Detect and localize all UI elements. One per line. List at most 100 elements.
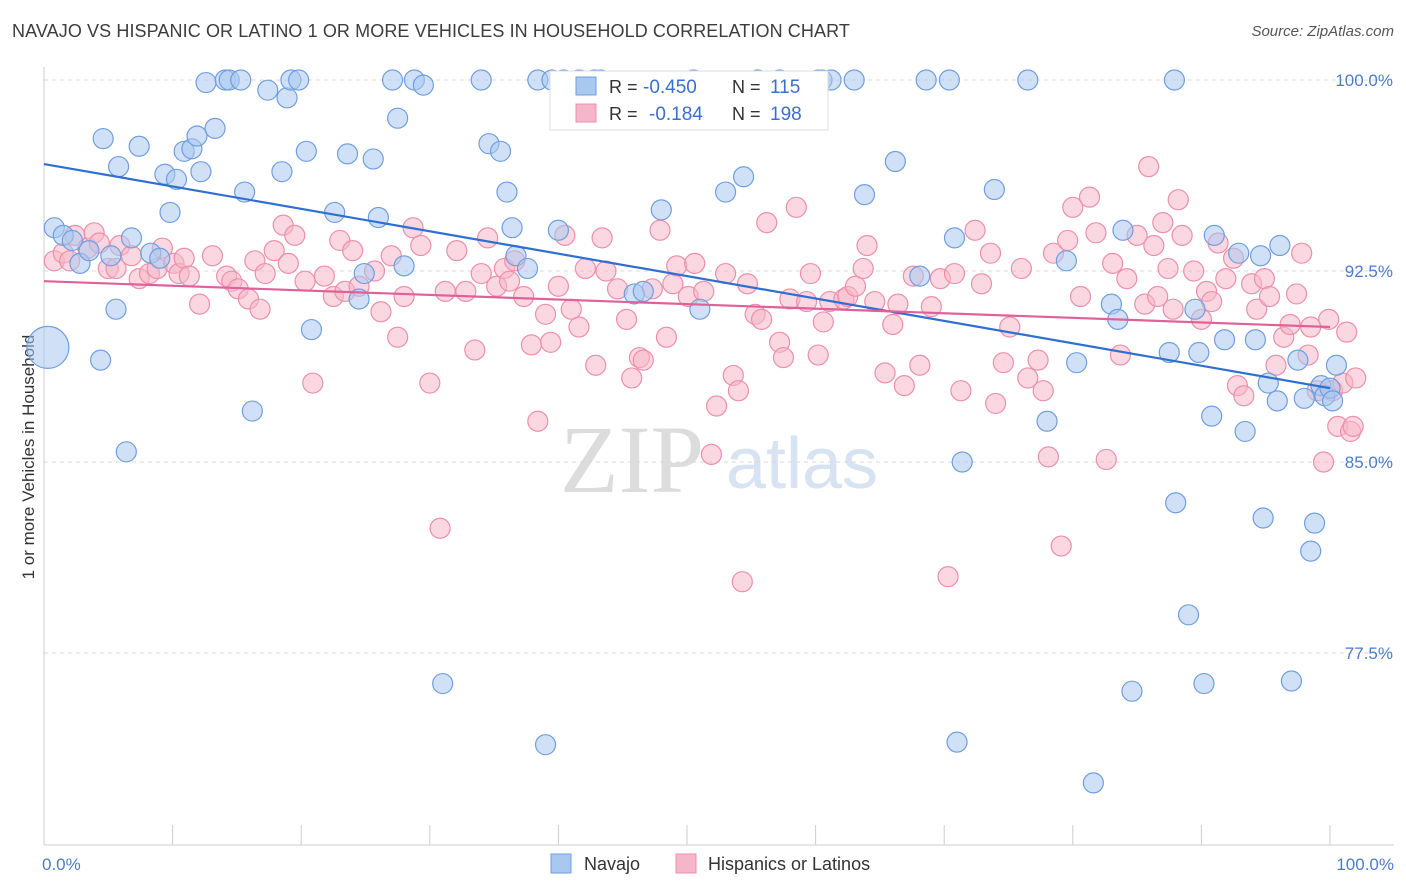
navajo-point [107, 155, 130, 178]
hispanic-point [387, 326, 409, 348]
navajo-point [732, 166, 755, 188]
hispanic-point [1085, 222, 1107, 244]
hispanic-point [498, 270, 521, 292]
navajo-point [92, 127, 114, 150]
navajo-point [853, 184, 876, 206]
hispanic-point [1143, 234, 1165, 257]
hispanic-point [964, 219, 986, 241]
hispanic-point [1291, 242, 1313, 264]
hispanic-point [585, 354, 607, 376]
hispanic-point [393, 285, 415, 308]
correlation-legend: R = -0.450 N = 115 R = -0.184 N = 198 [549, 70, 829, 131]
hispanic-point [1010, 257, 1032, 280]
navajo-point [1252, 507, 1274, 529]
navajo-point [288, 69, 310, 91]
navajo-point [348, 288, 370, 310]
hispanic-point [1215, 268, 1237, 290]
hispanic-point [705, 395, 728, 417]
hispanic-point [294, 270, 316, 292]
navajo-point [909, 265, 931, 287]
hispanic-point [464, 339, 486, 361]
hispanic-point [1057, 229, 1079, 252]
legend-hisp-n-label: N = [732, 104, 761, 124]
navajo-point [516, 257, 539, 280]
navajo-point [650, 199, 672, 221]
navajo-point [714, 181, 737, 203]
hispanic-point [547, 275, 570, 297]
chart-source: Source: ZipAtlas.com [1251, 23, 1394, 40]
navajo-point [1082, 772, 1104, 794]
navajo-point [186, 125, 208, 147]
hispanic-point [736, 273, 759, 295]
navajo-point [1203, 224, 1225, 246]
hispanic-point [937, 565, 959, 588]
hispanic-point [342, 240, 364, 262]
navajo-point [120, 227, 143, 249]
hispanic-point [655, 326, 678, 348]
navajo-point [534, 734, 557, 756]
hispanic-point [856, 234, 878, 257]
hispanic-point [527, 410, 549, 432]
hispanic-point [1116, 268, 1138, 290]
trend-lines [43, 162, 1331, 390]
legend-navajo-r-value: -0.450 [643, 77, 697, 98]
navajo-point [159, 201, 181, 224]
x-tick-label-left: 0.0% [42, 855, 81, 874]
navajo-point [387, 107, 409, 129]
navajo-point [1184, 298, 1206, 320]
navajo-point [381, 69, 404, 91]
hispanic-point [1167, 189, 1189, 211]
navajo-point [1066, 352, 1088, 374]
hispanic-point [887, 293, 909, 315]
navajo-point [501, 217, 523, 239]
chart-title: NAVAJO VS HISPANIC OR LATINO 1 OR MORE V… [12, 21, 850, 41]
hispanic-point [1312, 451, 1335, 473]
hispanic-point [893, 375, 915, 397]
hispanic-point [621, 367, 643, 389]
hispanic-point [1138, 155, 1160, 178]
hispanic-point [615, 308, 638, 330]
hispanic-point [992, 352, 1014, 374]
hispanic-point [178, 265, 200, 287]
navajo-point [1325, 354, 1348, 376]
navajo-point [1213, 329, 1236, 351]
navajo-point [78, 240, 100, 262]
hispanic-point [446, 240, 468, 262]
navajo-point [204, 117, 226, 139]
hispanic-point [263, 240, 285, 262]
hispanic-point [560, 298, 582, 320]
hispanic-point [1246, 298, 1268, 320]
hispanic-point [302, 372, 324, 394]
hispanic-point [1171, 224, 1193, 246]
hispanic-point [313, 265, 335, 287]
navajo-point [1249, 245, 1272, 267]
navajo-point [276, 87, 298, 109]
hispanic-point [632, 349, 654, 371]
hispanic-point [1336, 321, 1358, 343]
navajo-trend-line [43, 162, 1331, 390]
hispanic-point [807, 344, 829, 366]
legend-navajo-n-value: 115 [770, 77, 800, 98]
series-legend: Navajo Hispanics or Latinos [550, 853, 870, 874]
hispanic-point [1183, 260, 1205, 282]
navajo-point [271, 161, 293, 183]
navajo-point [1112, 219, 1134, 241]
navajo-point [951, 451, 973, 473]
axes [43, 67, 1394, 846]
navajo-point [915, 69, 937, 91]
y-tick-label-2: 85.0% [1345, 453, 1393, 472]
watermark-zip: ZIP [560, 406, 704, 513]
gridlines [44, 79, 1394, 654]
hispanic-point [254, 262, 276, 285]
navajo-point [115, 441, 137, 463]
hispanic-point [750, 308, 773, 330]
hispanic-point [1069, 285, 1092, 308]
navajo-point [1300, 540, 1322, 562]
navajo-point [295, 140, 317, 162]
hispanic-point [1027, 349, 1049, 371]
navajo-point [1228, 242, 1250, 264]
hispanic-point [970, 273, 993, 295]
y-tick-labels: 100.0% 92.5% 85.0% 77.5% [1335, 71, 1393, 663]
hispanic-point [513, 285, 535, 308]
